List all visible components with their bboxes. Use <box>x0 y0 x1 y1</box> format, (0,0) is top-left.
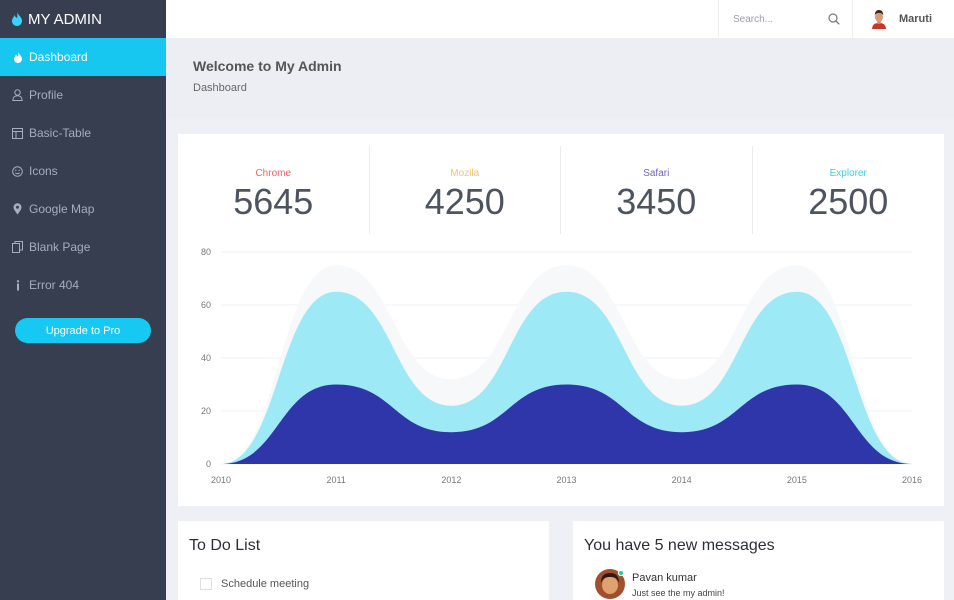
message-preview: Just see the my admin! <box>632 588 725 598</box>
info-icon <box>11 279 24 292</box>
sidebar-item-label: Blank Page <box>29 240 91 254</box>
x-tick-label: 2012 <box>441 475 461 485</box>
smile-icon <box>11 165 24 178</box>
page-header <box>166 38 954 118</box>
todo-card: To Do List Schedule meeting <box>178 521 549 600</box>
flame-icon <box>11 12 23 26</box>
search-box <box>718 0 853 38</box>
sidebar-item-error-404[interactable]: Error 404 <box>0 266 166 304</box>
user-name: Maruti <box>899 13 932 25</box>
x-tick-label: 2013 <box>556 475 576 485</box>
y-tick-label: 0 <box>206 459 211 469</box>
sidebar-item-label: Dashboard <box>29 50 88 64</box>
stat-value: 2500 <box>808 181 889 222</box>
map-pin-icon <box>11 203 24 216</box>
brand-name: MY ADMIN <box>28 10 102 28</box>
list-item[interactable]: Schedule meeting <box>200 578 309 590</box>
y-tick-label: 20 <box>201 406 211 416</box>
table-icon <box>11 127 24 140</box>
sidebar-item-dashboard[interactable]: Dashboard <box>0 38 166 76</box>
stat-label: Safari <box>643 168 670 179</box>
messages-title: You have 5 new messages <box>584 537 775 554</box>
sidebar-item-icons[interactable]: Icons <box>0 152 166 190</box>
brand[interactable]: MY ADMIN <box>0 0 166 38</box>
x-tick-label: 2011 <box>326 475 345 485</box>
todo-title: To Do List <box>189 537 261 554</box>
sidebar-item-basic-table[interactable]: Basic-Table <box>0 114 166 152</box>
browser-stats: Chrome 5645 Mozila 4250 Safari 3450 Expl… <box>178 146 944 234</box>
search-icon[interactable] <box>828 12 840 30</box>
avatar <box>595 569 625 599</box>
sidebar-item-label: Error 404 <box>29 278 80 292</box>
sidebar-item-label: Icons <box>29 164 58 178</box>
stat-mozila: Mozila 4250 <box>370 146 561 234</box>
sidebar-item-label: Profile <box>29 88 64 102</box>
user-menu[interactable]: Maruti <box>869 0 932 38</box>
x-tick-label: 2016 <box>902 475 922 485</box>
topbar: Maruti <box>166 0 954 38</box>
stat-label: Chrome <box>255 168 292 179</box>
stat-value: 5645 <box>233 181 314 222</box>
area-chart: 0 20 40 60 80 2010 2011 2012 2013 2014 2015 2016 <box>201 247 922 485</box>
stat-chrome: Chrome 5645 <box>178 146 370 234</box>
list-item[interactable]: Pavan kumar Just see the my admin! <box>595 569 725 599</box>
y-tick-label: 40 <box>201 353 211 363</box>
sidebar-item-profile[interactable]: Profile <box>0 76 166 114</box>
stat-explorer: Explorer 2500 <box>753 146 945 234</box>
upgrade-to-pro-button[interactable]: Upgrade to Pro <box>15 318 151 343</box>
pages-icon <box>11 241 24 254</box>
x-tick-label: 2010 <box>211 475 231 485</box>
breadcrumb: Dashboard <box>193 82 247 94</box>
todo-checkbox[interactable] <box>200 578 212 590</box>
sidebar-item-label: Google Map <box>29 202 95 216</box>
stat-label: Explorer <box>829 168 867 179</box>
y-tick-label: 60 <box>201 300 211 310</box>
page-title: Welcome to My Admin <box>193 58 342 74</box>
x-tick-label: 2015 <box>787 475 807 485</box>
sidebar-item-label: Basic-Table <box>29 126 92 140</box>
messages-card: You have 5 new messages Pavan kumar Just… <box>573 521 944 600</box>
y-tick-label: 80 <box>201 247 211 257</box>
message-sender: Pavan kumar <box>632 572 697 584</box>
stat-value: 3450 <box>616 181 697 222</box>
stat-safari: Safari 3450 <box>561 146 753 234</box>
browser-stats-card: Chrome 5645 Mozila 4250 Safari 3450 Expl… <box>178 134 944 506</box>
sidebar-item-blank-page[interactable]: Blank Page <box>0 228 166 266</box>
avatar <box>869 9 889 29</box>
flame-icon <box>11 51 24 64</box>
stat-value: 4250 <box>424 181 505 222</box>
todo-label: Schedule meeting <box>221 578 310 590</box>
sidebar-item-google-map[interactable]: Google Map <box>0 190 166 228</box>
user-icon <box>11 89 24 102</box>
search-input[interactable] <box>733 13 823 25</box>
x-tick-label: 2014 <box>672 475 692 485</box>
area-series-2 <box>221 384 912 464</box>
stat-label: Mozila <box>450 168 480 179</box>
sidebar: MY ADMIN Dashboard Profile Basic-Table I… <box>0 0 166 600</box>
